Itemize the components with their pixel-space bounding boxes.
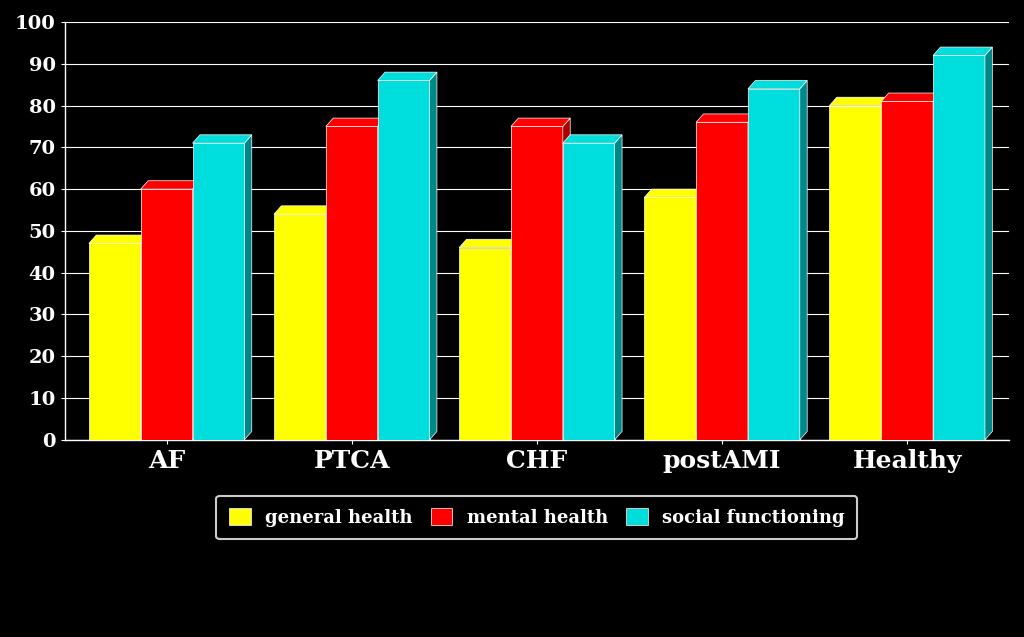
Polygon shape <box>378 118 385 440</box>
Polygon shape <box>140 189 193 440</box>
Polygon shape <box>274 214 326 440</box>
Polygon shape <box>563 143 614 440</box>
Polygon shape <box>644 197 696 440</box>
Polygon shape <box>326 127 378 440</box>
Polygon shape <box>644 189 703 197</box>
Polygon shape <box>89 243 140 440</box>
Polygon shape <box>933 47 992 55</box>
Polygon shape <box>829 106 882 440</box>
Polygon shape <box>89 235 148 243</box>
Polygon shape <box>326 118 385 127</box>
Polygon shape <box>696 189 703 440</box>
Polygon shape <box>511 127 563 440</box>
Polygon shape <box>882 93 940 101</box>
Polygon shape <box>882 97 889 440</box>
Polygon shape <box>245 135 252 440</box>
Polygon shape <box>748 89 800 440</box>
Polygon shape <box>193 135 252 143</box>
Polygon shape <box>696 122 748 440</box>
Polygon shape <box>829 97 889 106</box>
Polygon shape <box>459 248 511 440</box>
Polygon shape <box>140 181 200 189</box>
Polygon shape <box>193 181 200 440</box>
Polygon shape <box>882 101 933 440</box>
Polygon shape <box>326 206 333 440</box>
Polygon shape <box>459 240 518 248</box>
Polygon shape <box>193 143 245 440</box>
Polygon shape <box>748 80 807 89</box>
Polygon shape <box>511 118 570 127</box>
Polygon shape <box>511 240 518 440</box>
Polygon shape <box>748 114 756 440</box>
Polygon shape <box>378 72 437 80</box>
Polygon shape <box>933 93 940 440</box>
Polygon shape <box>696 114 756 122</box>
Polygon shape <box>563 118 570 440</box>
Polygon shape <box>274 206 333 214</box>
Polygon shape <box>985 47 992 440</box>
Legend: general health, mental health, social functioning: general health, mental health, social fu… <box>216 496 857 540</box>
Polygon shape <box>429 72 437 440</box>
Polygon shape <box>614 135 622 440</box>
Polygon shape <box>378 80 429 440</box>
Polygon shape <box>800 80 807 440</box>
Polygon shape <box>933 55 985 440</box>
Polygon shape <box>563 135 622 143</box>
Polygon shape <box>140 235 148 440</box>
